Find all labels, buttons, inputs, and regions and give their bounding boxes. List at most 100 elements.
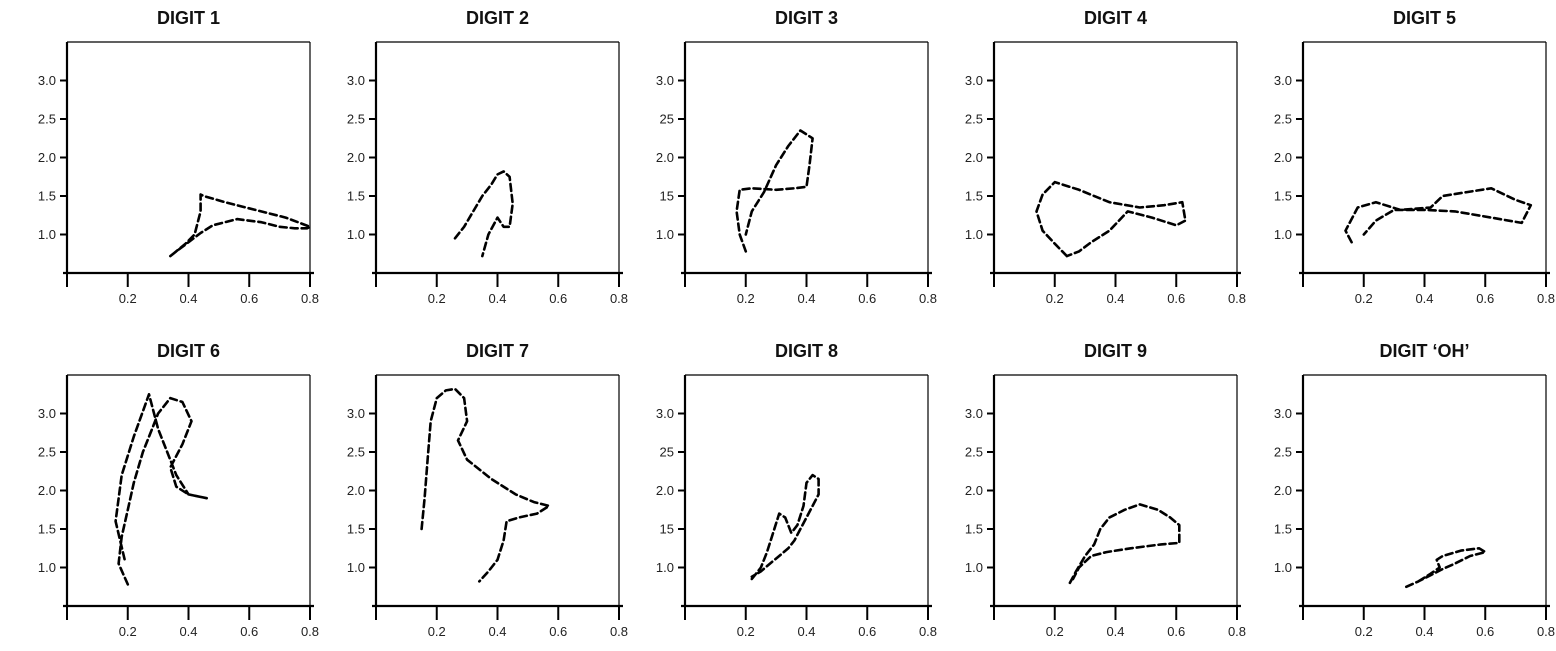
y-tick-label: 15 — [660, 189, 674, 204]
y-tick-label: 3.0 — [1274, 73, 1292, 88]
x-tick-label: 0.6 — [1476, 624, 1494, 639]
x-tick-label: 0.8 — [301, 291, 319, 306]
digit-panel: DIGIT 6 3.0 2.5 2.0 1.5 1.0 0.2 0.4 0.6 0.8 — [38, 341, 319, 639]
y-tick-label: 3.0 — [347, 406, 365, 421]
y-tick-label: 15 — [660, 522, 674, 537]
x-tick-label: 0.4 — [797, 291, 815, 306]
digit-panel: DIGIT ‘OH’ 3.0 2.5 2.0 1.5 1.0 0.2 0.4 0.6 0.8 — [1274, 341, 1555, 639]
x-tick-label: 0.2 — [1046, 291, 1064, 306]
x-tick-label: 0.6 — [858, 624, 876, 639]
panel-title: DIGIT 9 — [1084, 341, 1147, 361]
x-tick-label: 0.2 — [1355, 291, 1373, 306]
x-tick-label: 0.4 — [797, 624, 815, 639]
trajectory-line — [735, 129, 814, 253]
panel-title: DIGIT 7 — [466, 341, 529, 361]
digit-panel: DIGIT 7 3.0 2.5 2.0 1.5 1.0 0.2 0.4 0.6 0.8 — [347, 341, 628, 639]
y-tick-label: 2.0 — [1274, 150, 1292, 165]
x-tick-label: 0.6 — [1167, 291, 1185, 306]
digit-panel: DIGIT 4 3.0 2.5 2.0 1.5 1.0 0.2 0.4 0.6 0.8 — [965, 8, 1246, 306]
x-tick-label: 0.4 — [488, 291, 506, 306]
y-tick-label: 3.0 — [656, 406, 674, 421]
x-tick-label: 0.8 — [1537, 624, 1555, 639]
trajectory-line — [1344, 187, 1533, 244]
y-tick-label: 2.0 — [347, 150, 365, 165]
x-tick-label: 0.6 — [549, 291, 567, 306]
y-tick-label: 2.5 — [1274, 445, 1292, 460]
y-tick-label: 1.0 — [965, 227, 983, 242]
y-tick-label: 25 — [660, 445, 674, 460]
x-tick-label: 0.4 — [1415, 624, 1433, 639]
panel-title: DIGIT 3 — [775, 8, 838, 28]
y-tick-label: 1.5 — [965, 189, 983, 204]
digit-panel: DIGIT 3 3.0 25 2.0 15 1.0 0.2 0.4 0.6 0.8 — [656, 8, 937, 306]
panel-title: DIGIT 6 — [157, 341, 220, 361]
y-tick-label: 1.5 — [347, 189, 365, 204]
digit-panel: DIGIT 5 3.0 2.5 2.0 1.5 1.0 0.2 0.4 0.6 0.8 — [1274, 8, 1555, 306]
x-tick-label: 0.2 — [1355, 624, 1373, 639]
y-tick-label: 2.5 — [38, 112, 56, 127]
x-tick-label: 0.6 — [549, 624, 567, 639]
digit-panel: DIGIT 9 3.0 2.5 2.0 1.5 1.0 0.2 0.4 0.6 0.8 — [965, 341, 1246, 639]
y-tick-label: 1.0 — [347, 227, 365, 242]
x-tick-label: 0.8 — [919, 291, 937, 306]
digit-panel: DIGIT 1 3.0 2.5 2.0 1.5 1.0 0.2 0.4 0.6 0.8 — [38, 8, 319, 306]
y-tick-label: 1.5 — [965, 522, 983, 537]
y-tick-label: 2.0 — [1274, 483, 1292, 498]
panel-title: DIGIT 2 — [466, 8, 529, 28]
y-tick-label: 2.5 — [1274, 112, 1292, 127]
y-tick-label: 2.0 — [656, 483, 674, 498]
y-tick-label: 2.0 — [965, 483, 983, 498]
x-tick-label: 0.2 — [119, 291, 137, 306]
panel-title: DIGIT 5 — [1393, 8, 1456, 28]
x-tick-label: 0.2 — [737, 291, 755, 306]
trajectory-line — [1405, 547, 1487, 589]
y-tick-label: 2.5 — [965, 112, 983, 127]
x-tick-label: 0.8 — [1228, 624, 1246, 639]
y-tick-label: 1.5 — [1274, 189, 1292, 204]
x-tick-label: 0.2 — [737, 624, 755, 639]
trajectory-line — [169, 193, 312, 258]
y-tick-label: 1.0 — [656, 227, 674, 242]
x-tick-label: 0.4 — [1106, 291, 1124, 306]
y-tick-label: 3.0 — [38, 73, 56, 88]
y-tick-label: 25 — [660, 112, 674, 127]
x-tick-label: 0.6 — [858, 291, 876, 306]
y-tick-label: 1.0 — [347, 560, 365, 575]
y-tick-label: 3.0 — [38, 406, 56, 421]
y-tick-label: 2.0 — [656, 150, 674, 165]
y-tick-label: 3.0 — [347, 73, 365, 88]
x-tick-label: 0.8 — [610, 624, 628, 639]
x-tick-label: 0.2 — [428, 291, 446, 306]
y-tick-label: 3.0 — [965, 73, 983, 88]
y-tick-label: 2.0 — [965, 150, 983, 165]
y-tick-label: 1.0 — [1274, 560, 1292, 575]
y-tick-label: 2.0 — [38, 150, 56, 165]
x-tick-label: 0.8 — [610, 291, 628, 306]
x-tick-label: 0.8 — [1228, 291, 1246, 306]
trajectory-line — [114, 393, 208, 586]
panel-title: DIGIT 1 — [157, 8, 220, 28]
x-tick-label: 0.6 — [240, 291, 258, 306]
x-tick-label: 0.8 — [919, 624, 937, 639]
x-tick-label: 0.8 — [301, 624, 319, 639]
trajectory-line — [1035, 180, 1187, 258]
trajectory-line — [453, 170, 514, 258]
x-tick-label: 0.4 — [179, 624, 197, 639]
panel-title: DIGIT 8 — [775, 341, 838, 361]
y-tick-label: 3.0 — [1274, 406, 1292, 421]
y-tick-label: 1.5 — [1274, 522, 1292, 537]
panel-title: DIGIT ‘OH’ — [1380, 341, 1470, 361]
y-tick-label: 2.5 — [965, 445, 983, 460]
y-tick-label: 2.0 — [347, 483, 365, 498]
digit-panel: DIGIT 8 3.0 25 2.0 15 1.0 0.2 0.4 0.6 0.8 — [656, 341, 937, 639]
y-tick-label: 2.5 — [347, 112, 365, 127]
x-tick-label: 0.4 — [179, 291, 197, 306]
digit-panel: DIGIT 2 3.0 2.5 2.0 1.5 1.0 0.2 0.4 0.6 0.8 — [347, 8, 628, 306]
y-tick-label: 1.5 — [38, 189, 56, 204]
y-tick-label: 2.5 — [38, 445, 56, 460]
x-tick-label: 0.4 — [1106, 624, 1124, 639]
y-tick-label: 3.0 — [965, 406, 983, 421]
y-tick-label: 1.0 — [656, 560, 674, 575]
x-tick-label: 0.6 — [240, 624, 258, 639]
